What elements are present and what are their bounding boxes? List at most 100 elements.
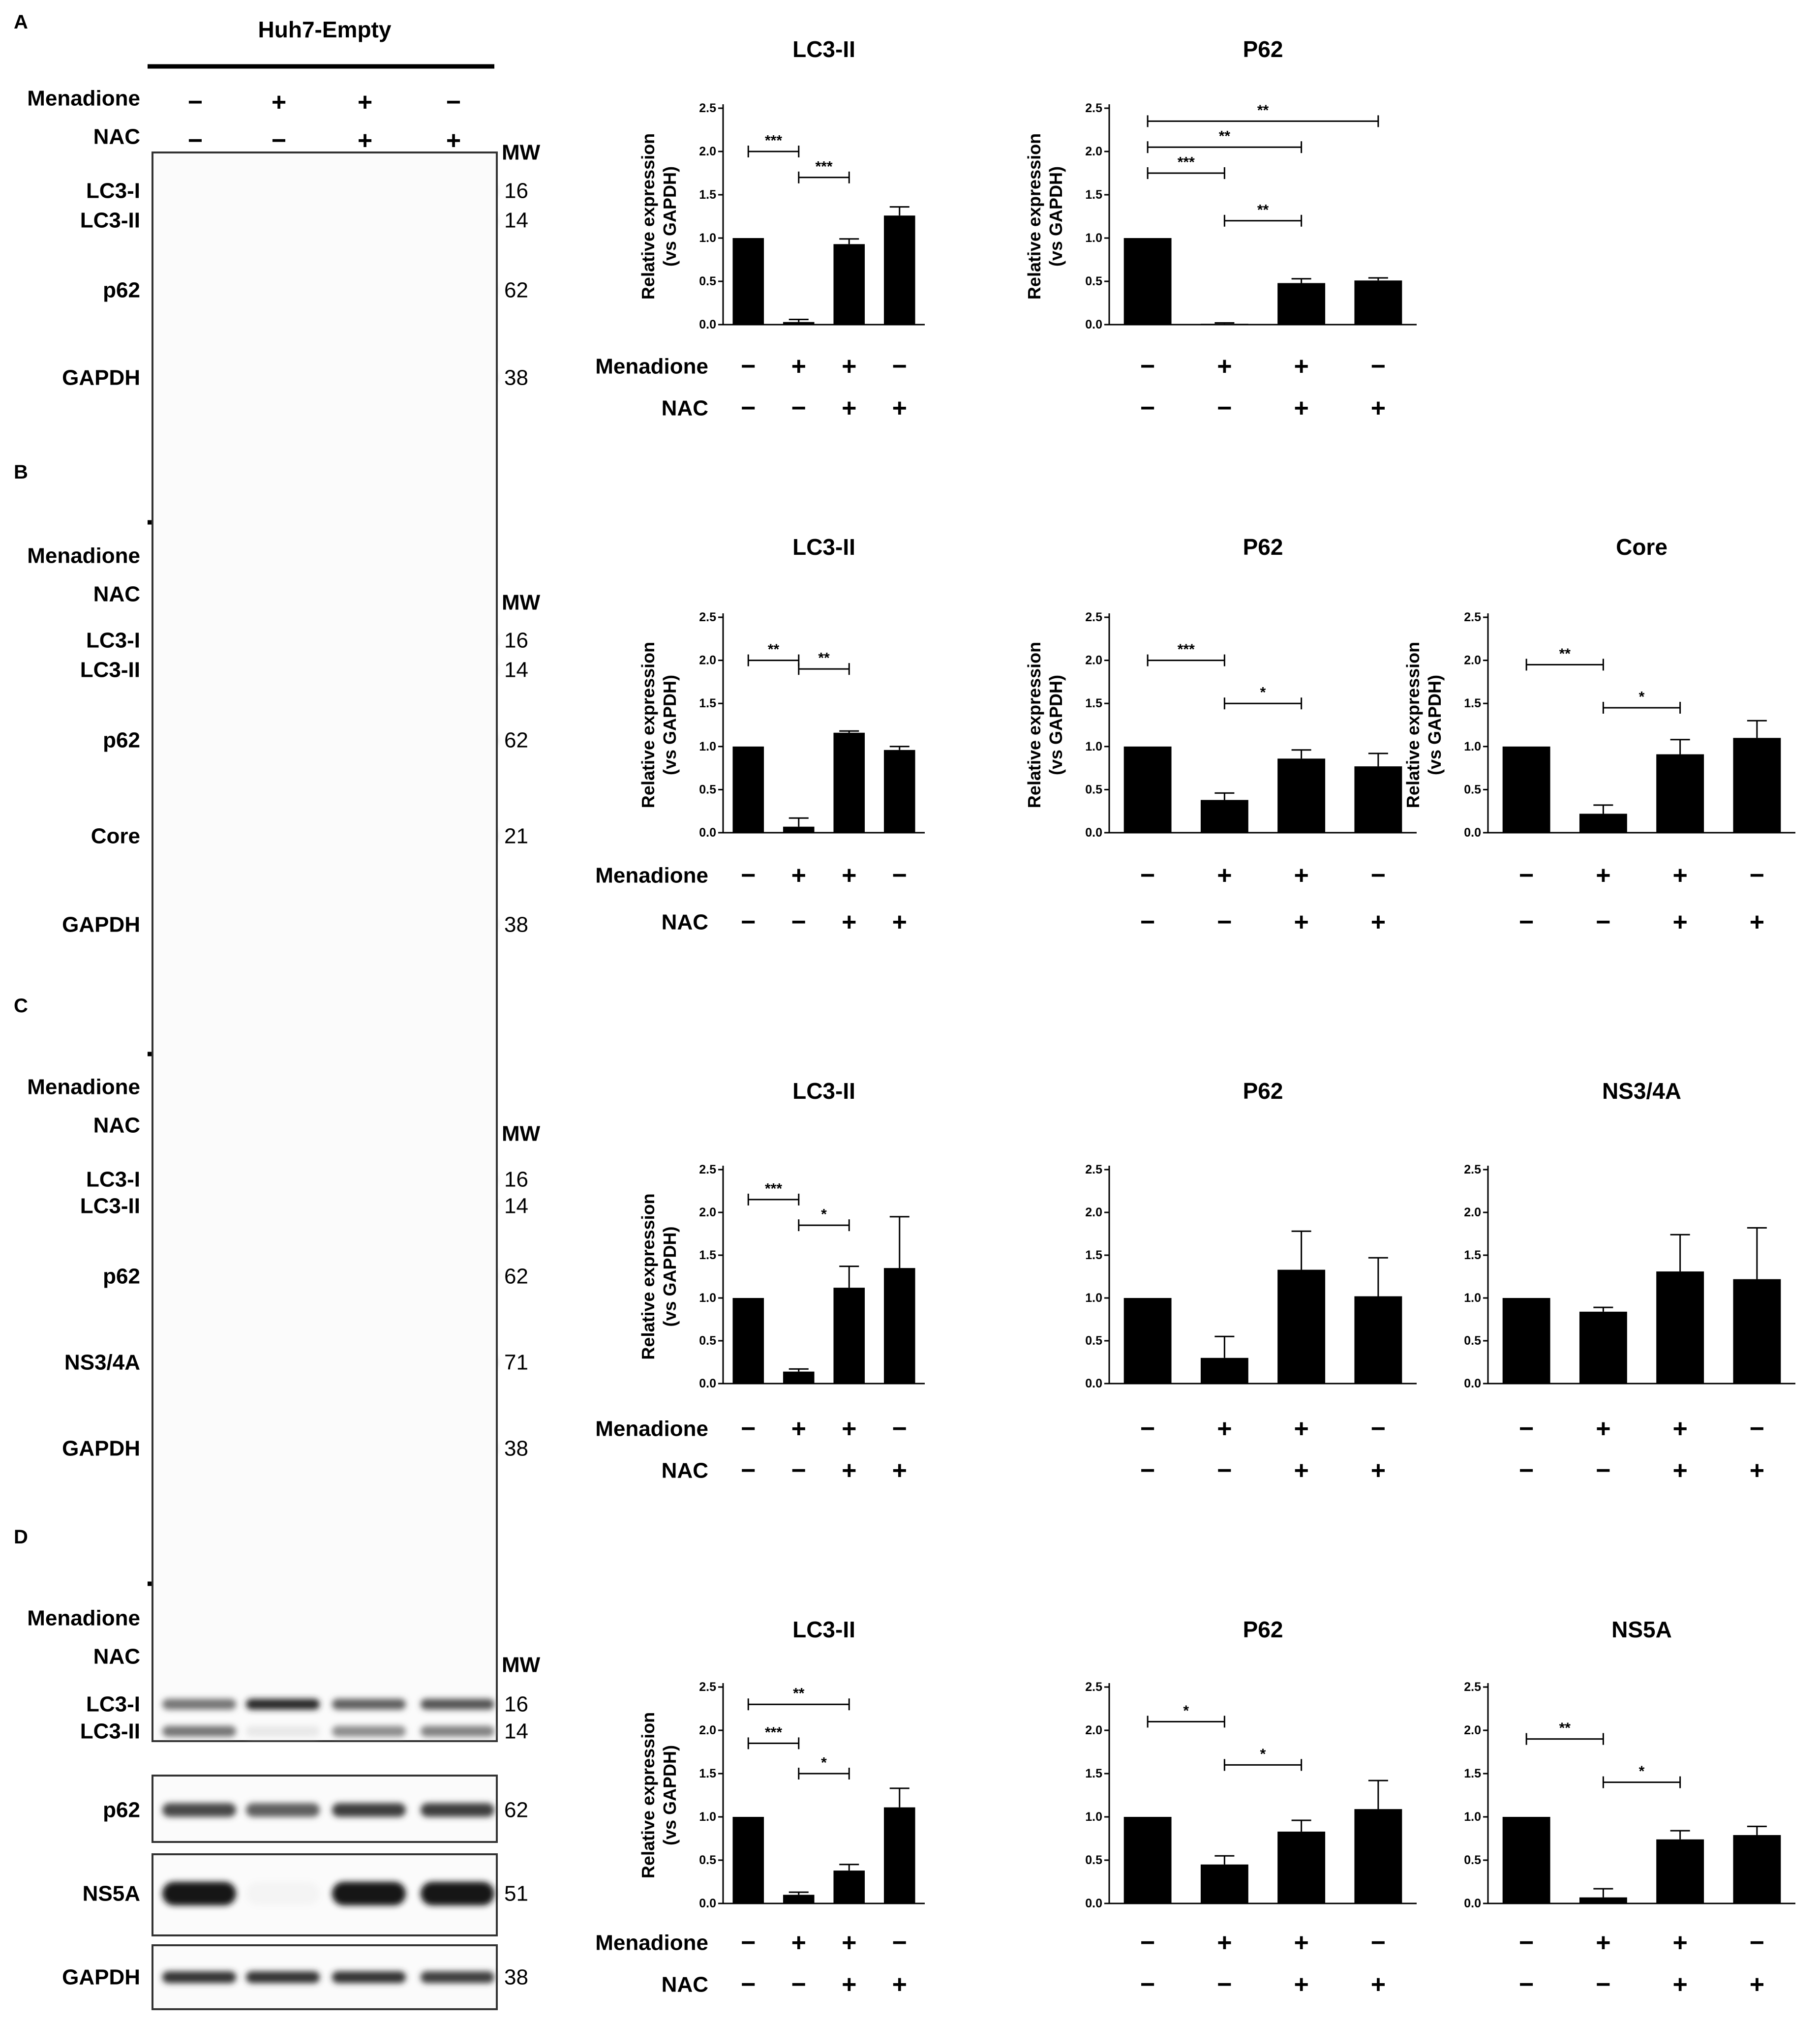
chart-menadione-sign: + [1294, 352, 1308, 381]
chart-nac-sign: + [1294, 1970, 1308, 1999]
blot-band-label: GAPDH [62, 1437, 140, 1461]
blot-band [162, 1803, 236, 1817]
chart-menadione-sign: + [1217, 861, 1232, 890]
panel-d-menadione-label: Menadione [27, 1606, 140, 1630]
bar [1733, 1835, 1781, 1903]
significance-label: ** [1559, 646, 1571, 662]
significance-label: *** [765, 133, 782, 149]
significance-label: ** [1559, 1720, 1571, 1736]
blot-band [421, 1803, 494, 1817]
chart-menadione-sign: − [1750, 1415, 1764, 1443]
chart-nac-sign: − [791, 1456, 806, 1485]
chart-menadione-sign: − [892, 1415, 907, 1443]
bar [833, 1870, 865, 1903]
blot-mw-value: 14 [504, 209, 528, 233]
y-tick-label: 1.5 [1085, 1248, 1102, 1262]
bar [833, 1288, 865, 1384]
panel-b-letter: B [14, 461, 28, 483]
y-tick-label: 0.5 [1464, 1334, 1481, 1348]
panel-a-menadione-sign: − [446, 88, 461, 117]
significance-label: *** [1178, 154, 1195, 171]
bar [1354, 1296, 1402, 1384]
panel-a-menadione-label: Menadione [27, 87, 140, 111]
chart-menadione-sign: + [791, 1415, 806, 1443]
y-tick-label: 1.0 [699, 740, 716, 754]
y-tick-label: 1.0 [1464, 740, 1481, 754]
chart-title: NS5A [1611, 1617, 1672, 1642]
blot-band-label: NS3/4A [64, 1351, 140, 1375]
chart-nac-sign: − [1519, 1456, 1534, 1485]
y-tick-label: 1.0 [1085, 231, 1102, 245]
chart-menadione-sign: + [791, 352, 806, 381]
y-tick-label: 2.5 [699, 1680, 716, 1694]
y-tick-label: 2.0 [1464, 654, 1481, 667]
chart-nac-sign: − [1140, 908, 1155, 936]
chart-nac-sign: − [1140, 1970, 1155, 1999]
bar [1354, 766, 1402, 833]
blot-band-label: p62 [103, 728, 140, 753]
y-tick-label: 2.0 [699, 1206, 716, 1219]
significance-label: * [1183, 1703, 1189, 1719]
blot-band-label: LC3-I [86, 1168, 140, 1192]
chart-nac-sign: − [791, 394, 806, 422]
panel-c-mw-header: MW [502, 1122, 541, 1146]
blot-mw-value: 21 [504, 824, 528, 848]
panel-d-letter: D [14, 1526, 28, 1548]
bar [1579, 814, 1627, 833]
y-tick-label: 0.0 [699, 1897, 716, 1910]
chart-menadione-sign: + [1672, 1929, 1687, 1957]
panel-d-nac-label: NAC [93, 1645, 140, 1669]
y-tick-label: 2.0 [1085, 1206, 1102, 1219]
chart-menadione-sign: − [741, 861, 756, 890]
chart-nac-sign: + [842, 394, 856, 422]
bar [1277, 1831, 1326, 1903]
y-tick-label: 0.0 [699, 826, 716, 840]
y-tick-label: 0.5 [699, 1334, 716, 1348]
y-axis-label-line1: Relative expression [1403, 642, 1423, 808]
chart-menadione-sign: − [1519, 1929, 1534, 1957]
blot-mw-value: 38 [504, 1437, 528, 1461]
y-axis-label: Relative expression(vs GAPDH) [638, 1193, 680, 1359]
y-tick-label: 2.0 [699, 654, 716, 667]
chart-nac-sign: + [1672, 1456, 1687, 1485]
bar [1579, 1897, 1627, 1903]
chart-menadione-sign: + [1217, 1929, 1232, 1957]
significance-label: *** [765, 1724, 782, 1741]
panel-a-chart-2: P62 0.0 0.5 1.0 1.5 2.0 2.5 Relative expression… [1024, 36, 1417, 422]
y-tick-label: 0.0 [1085, 826, 1102, 840]
bar [1656, 1839, 1704, 1903]
y-axis-label-line2: (vs GAPDH) [660, 1226, 680, 1327]
chart-title: P62 [1243, 534, 1283, 560]
chart-menadione-sign: − [741, 352, 756, 381]
chart-title: LC3-II [792, 534, 855, 560]
bar [833, 732, 865, 833]
y-axis-label-line1: Relative expression [638, 133, 658, 300]
significance-label: *** [815, 158, 832, 175]
y-tick-label: 1.0 [1085, 1810, 1102, 1824]
y-tick-label: 2.5 [699, 610, 716, 624]
chart-nac-sign: + [1294, 1456, 1308, 1485]
y-axis-label-line2: (vs GAPDH) [1046, 675, 1066, 775]
y-tick-label: 2.0 [699, 145, 716, 158]
chart-nac-sign: − [1140, 394, 1155, 422]
blot-band [421, 1971, 494, 1983]
chart-nac-sign: + [842, 1970, 856, 1999]
panel-a-nac-sign: + [358, 126, 372, 155]
chart-nac-sign: + [1371, 394, 1386, 422]
y-tick-label: 1.5 [699, 188, 716, 202]
significance-label: *** [1178, 641, 1195, 658]
chart-menadione-sign: + [842, 352, 856, 381]
chart-menadione-label: Menadione [595, 355, 708, 379]
chart-menadione-sign: − [1140, 1929, 1155, 1957]
chart-title: LC3-II [792, 36, 855, 62]
chart-menadione-sign: + [842, 1929, 856, 1957]
chart-menadione-sign: + [1596, 1929, 1610, 1957]
chart-nac-label: NAC [662, 396, 708, 421]
y-tick-label: 1.5 [1464, 1248, 1481, 1262]
y-axis-label: Relative expression(vs GAPDH) [1403, 642, 1445, 808]
chart-nac-sign: − [1596, 908, 1610, 936]
bar [1733, 1279, 1781, 1384]
chart-nac-sign: − [791, 908, 806, 936]
